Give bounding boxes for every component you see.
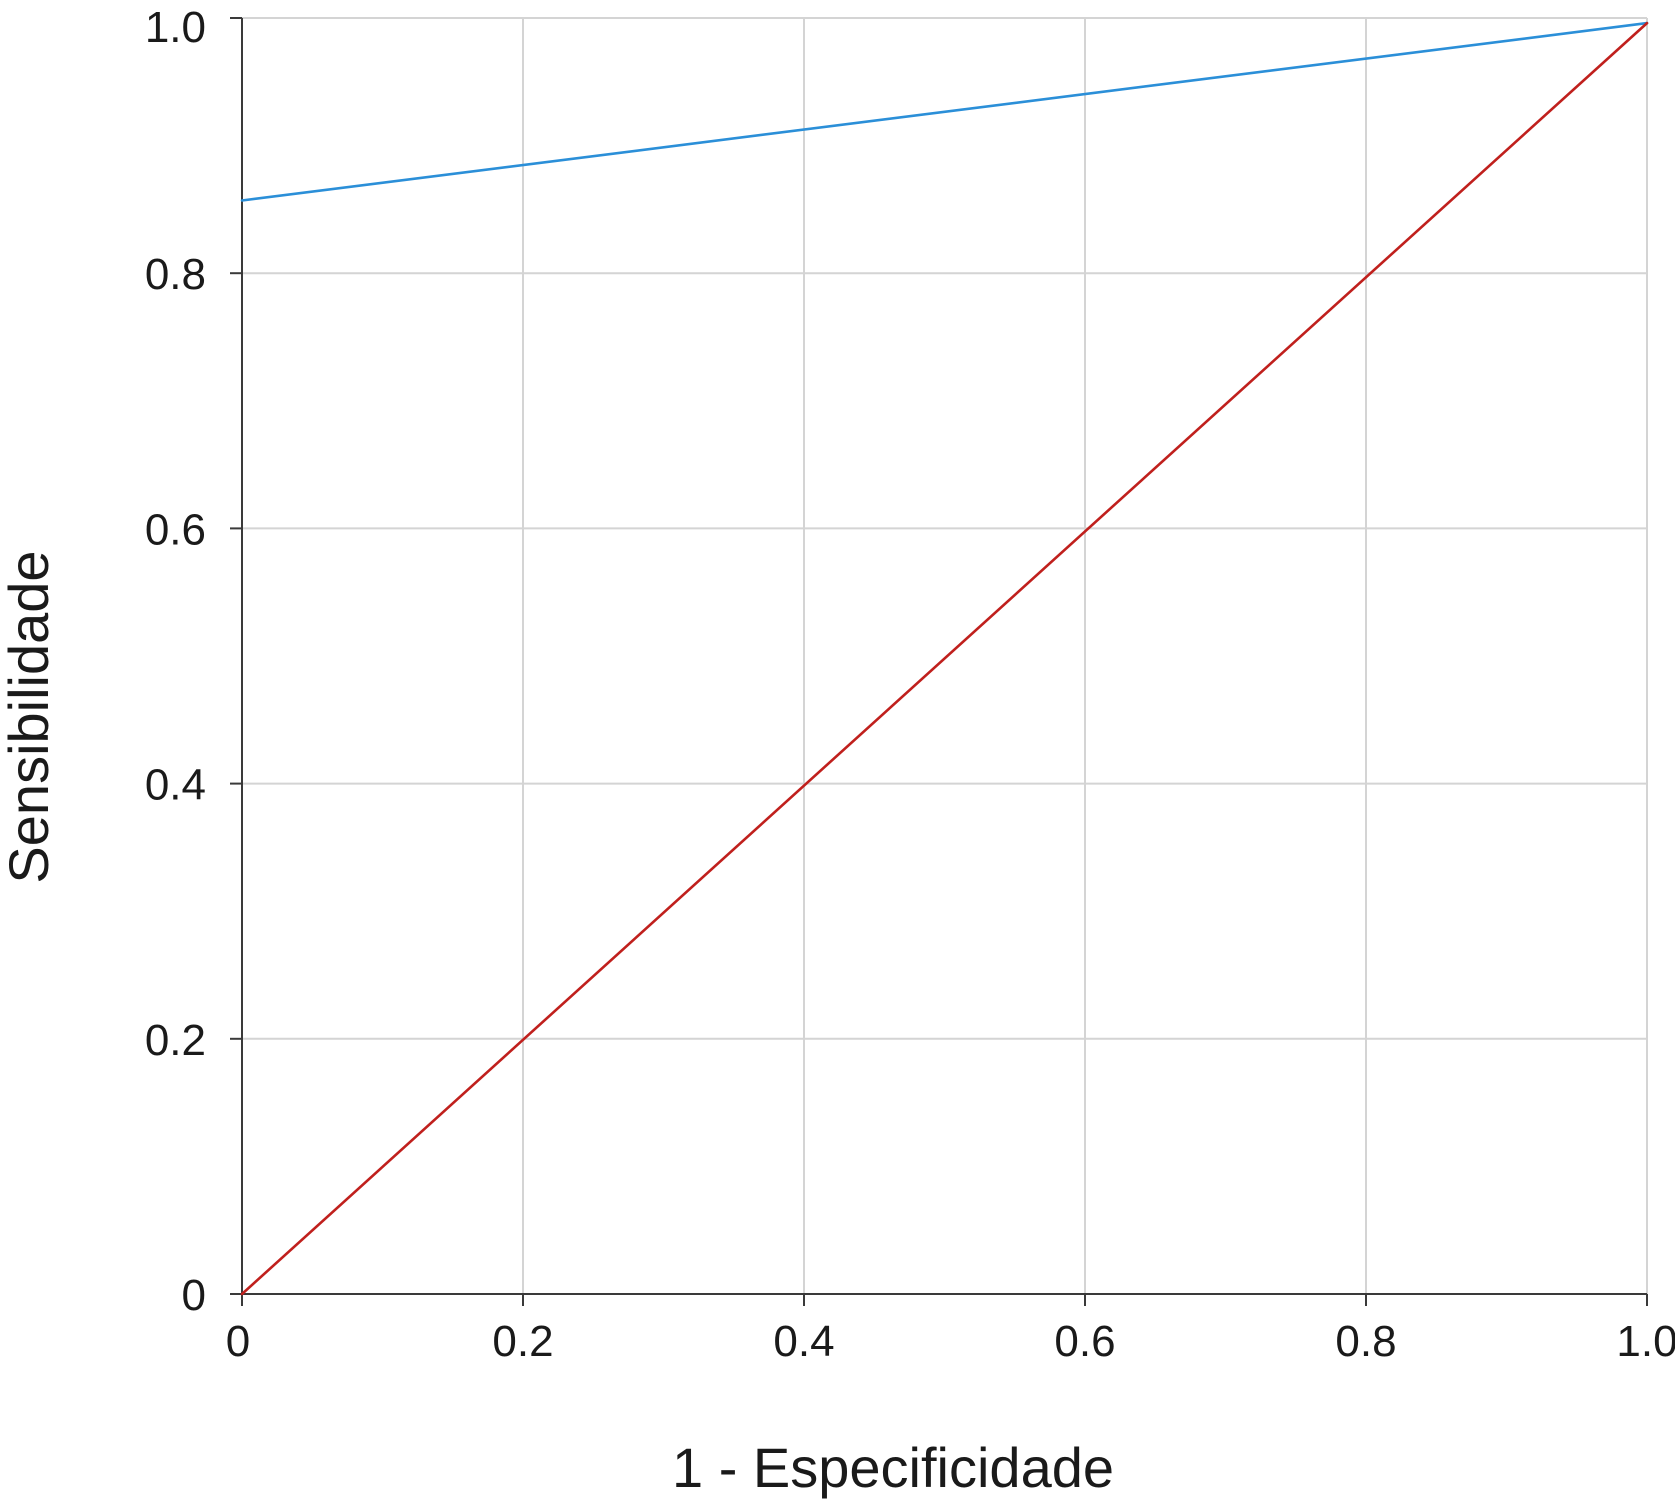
x-tick-label: 0.8 (1335, 1317, 1396, 1366)
y-tick-label: 1.0 (145, 3, 206, 52)
axes (230, 17, 1648, 1306)
x-tick-label: 0.4 (773, 1317, 834, 1366)
y-tick-label: 0.4 (145, 761, 206, 810)
y-tick-labels: 0 0.2 0.4 0.6 0.8 1.0 (145, 3, 206, 1320)
series-line-1 (240, 21, 1649, 202)
x-tick-label: 0.6 (1054, 1317, 1115, 1366)
data-series (240, 21, 1649, 1296)
x-tick-label: 0 (226, 1317, 250, 1366)
x-tick-label: 0.2 (492, 1317, 553, 1366)
y-tick-label: 0.8 (145, 250, 206, 299)
y-tick-label: 0 (182, 1271, 206, 1320)
grid-lines (242, 17, 1648, 1294)
y-tick-label: 0.6 (145, 505, 206, 554)
series-line-2 (240, 21, 1649, 1296)
x-tick-labels: 0 0.2 0.4 0.6 0.8 1.0 (226, 1317, 1675, 1366)
y-axis-title: Sensibilidade (0, 550, 60, 883)
x-axis-title: 1 - Especificidade (672, 1436, 1114, 1499)
y-tick-label: 0.2 (145, 1016, 206, 1065)
x-tick-label: 1.0 (1616, 1317, 1675, 1366)
